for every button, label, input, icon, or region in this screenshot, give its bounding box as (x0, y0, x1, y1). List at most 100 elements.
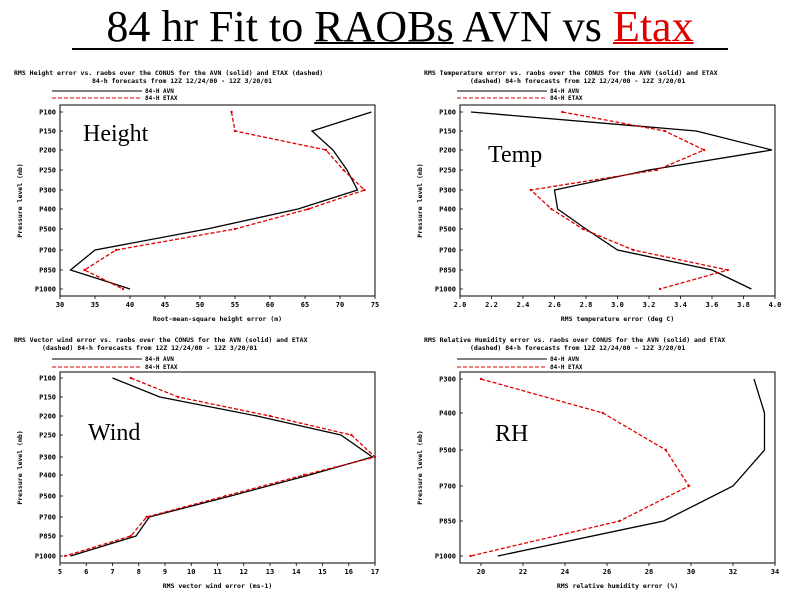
x-tick-label: 12 (240, 568, 248, 576)
chart-subtitle: (dashed) 84-h forecasts from 12Z 12/24/0… (470, 77, 685, 85)
etax-point (224, 494, 227, 498)
y-tick-label: P1000 (35, 553, 56, 561)
title-mid: AVN vs (462, 2, 602, 51)
etax-point (233, 227, 237, 231)
panel-label: Height (83, 121, 149, 147)
chart-rh: RMS Relative Humidity error vs. raobs ov… (416, 336, 779, 590)
etax-point (121, 287, 125, 291)
y-tick-label: P850 (39, 533, 56, 541)
y-tick-label: P150 (39, 394, 56, 402)
x-tick-label: 11 (213, 568, 221, 576)
etax-point (687, 484, 691, 488)
series-avn (497, 378, 766, 557)
x-tick-label: 6 (84, 568, 88, 576)
y-tick-label: P500 (39, 493, 56, 501)
etax-point (479, 377, 483, 381)
x-tick-label: 30 (687, 568, 695, 576)
y-tick-label: P1000 (435, 553, 456, 561)
x-tick-label: 55 (231, 301, 239, 309)
series-etax (64, 376, 377, 558)
etax-point (550, 207, 553, 211)
series-avn (69, 111, 372, 290)
x-tick-label: 50 (196, 301, 204, 309)
panel-label: Temp (488, 142, 542, 168)
y-tick-label: P400 (39, 472, 56, 480)
y-tick-label: P400 (439, 410, 456, 418)
etax-point (726, 268, 729, 272)
y-tick-label: P700 (39, 247, 56, 255)
x-tick-label: 4.0 (769, 301, 782, 309)
x-tick-label: 17 (371, 568, 379, 576)
y-tick-label: P300 (439, 376, 456, 384)
plot-frame (459, 371, 776, 564)
chart-subtitle: (dashed) 84-h forecasts from 12Z 12/24/0… (470, 344, 685, 352)
y-tick-label: P500 (439, 226, 456, 234)
y-axis-label: Pressure level (mb) (16, 163, 24, 237)
x-tick-label: 45 (161, 301, 169, 309)
x-tick-label: 3.4 (674, 301, 687, 309)
y-tick-label: P300 (39, 187, 56, 195)
x-tick-label: 2.0 (454, 301, 467, 309)
y-tick-label: P500 (39, 226, 56, 234)
legend-label-etax: 84-H ETAX (145, 364, 178, 371)
chart-height: RMS Height error vs. raobs over the CONU… (14, 69, 379, 323)
x-tick-label: 15 (318, 568, 326, 576)
legend-label-avn: 84-H AVN (145, 356, 174, 363)
x-tick-label: 8 (137, 568, 141, 576)
etax-point (663, 129, 666, 133)
chart-subtitle: 84-h forecasts from 12Z 12/24/00 - 12Z 3… (92, 77, 272, 85)
y-tick-label: P500 (439, 447, 456, 455)
y-tick-label: P100 (39, 109, 56, 117)
chart-temp: RMS Temperature error vs. raobs over the… (416, 69, 781, 323)
slide-title: 84 hr Fit to RAOBs AVN vs Etax (0, 2, 800, 54)
x-tick-label: 7 (110, 568, 114, 576)
etax-point (363, 188, 366, 192)
x-axis-label: Root-mean-square height error (m) (153, 315, 282, 323)
x-axis-label: RMS relative humidity error (%) (557, 582, 678, 590)
etax-point (658, 287, 662, 291)
etax-point (302, 473, 306, 477)
etax-point (561, 110, 564, 114)
title-raobs: RAOBs (314, 2, 454, 51)
etax-point (664, 448, 667, 452)
x-tick-label: 65 (301, 301, 309, 309)
y-tick-label: P250 (39, 167, 56, 175)
y-tick-label: P300 (39, 454, 56, 462)
etax-point (233, 129, 237, 133)
legend-label-etax: 84-H ETAX (550, 95, 583, 102)
y-tick-label: P400 (439, 206, 456, 214)
y-tick-label: P150 (39, 128, 56, 136)
etax-point (702, 148, 706, 152)
legend-label-etax: 84-H ETAX (145, 95, 178, 102)
y-tick-label: P150 (439, 128, 456, 136)
panel-label: Wind (88, 420, 140, 446)
series-avn (470, 111, 773, 290)
x-tick-label: 34 (771, 568, 779, 576)
etax-line (65, 377, 377, 557)
etax-point (145, 515, 148, 519)
series-etax (529, 110, 729, 291)
y-tick-label: P200 (39, 147, 56, 155)
avn-line (69, 111, 372, 290)
chart-title: RMS Height error vs. raobs over the CONU… (14, 69, 323, 77)
etax-point (268, 414, 272, 418)
x-tick-label: 9 (163, 568, 167, 576)
chart-title: RMS Vector wind error vs. raobs over the… (14, 336, 308, 344)
x-tick-label: 30 (56, 301, 64, 309)
series-etax (83, 110, 366, 291)
chart-title: RMS Temperature error vs. raobs over the… (424, 69, 718, 77)
x-tick-label: 2.6 (548, 301, 561, 309)
x-tick-label: 75 (371, 301, 379, 309)
y-tick-label: P850 (39, 267, 56, 275)
y-tick-label: P700 (439, 247, 456, 255)
etax-point (469, 554, 472, 558)
legend-label-avn: 84-H AVN (550, 88, 579, 95)
etax-point (307, 207, 310, 211)
etax-point (230, 110, 233, 114)
y-tick-label: P850 (439, 518, 456, 526)
etax-point (632, 248, 635, 252)
